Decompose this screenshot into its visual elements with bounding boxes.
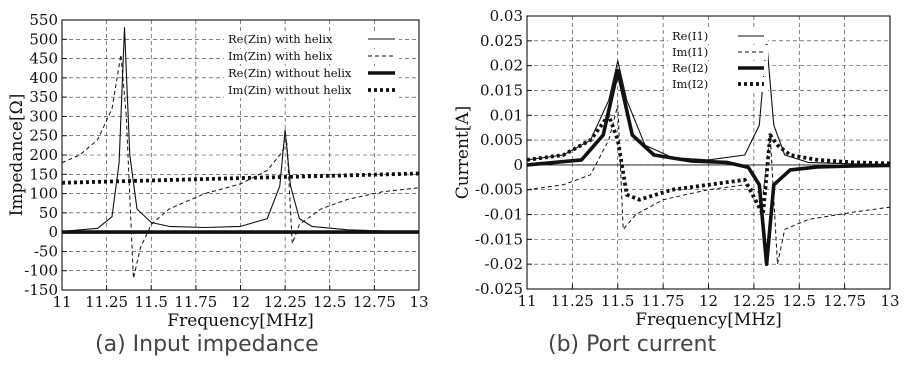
x-tick-label: 12.25	[732, 292, 775, 310]
legend-bg	[224, 83, 399, 98]
x-tick-label: 11.5	[135, 293, 168, 311]
y-axis-label: Current[A]	[453, 106, 473, 200]
x-tick-label: 11	[517, 292, 536, 310]
legend-label: Re(Zin) with helix	[228, 32, 333, 46]
y-tick-label: 0.01	[490, 106, 523, 124]
x-axis-label: Frequency[MHz]	[167, 311, 313, 331]
legend-label: Im(I1)	[672, 45, 708, 59]
y-tick-label: 450	[29, 50, 58, 68]
y-axis-label: Impedance[Ω]	[7, 94, 27, 217]
x-tick-label: 13	[409, 293, 428, 311]
x-axis-label: Frequency[MHz]	[635, 310, 781, 330]
x-tick-label: 12.75	[353, 293, 396, 311]
series-line-0	[62, 27, 419, 232]
x-tick-label: 12.75	[823, 292, 866, 310]
plot-frame	[61, 19, 420, 291]
y-tick-label: 350	[29, 88, 58, 106]
y-tick-label: -150	[24, 281, 58, 299]
y-tick-label: 150	[29, 165, 58, 183]
y-tick-label: 0.025	[480, 32, 523, 50]
x-tick-label: 11.25	[85, 293, 128, 311]
x-tick-label: 12.5	[783, 292, 816, 310]
caption-input-impedance: (a) Input impedance	[95, 332, 319, 357]
y-tick-label: 0.015	[480, 81, 523, 99]
chart-panel-b: 0.03 0.025 0.02 0.015 0.01 0.005 0 -0.005 -0.01 -…	[453, 7, 900, 330]
y-tick-label: 500	[29, 30, 58, 48]
series-line-3	[527, 113, 890, 217]
legend-label: Im(Zin) without helix	[228, 83, 352, 97]
y-tick-label: -0.025	[475, 280, 523, 298]
caption-port-current: (b) Port current	[548, 332, 717, 357]
x-tick-label: 13	[880, 292, 899, 310]
series-line-1	[62, 54, 419, 279]
legend-bg	[668, 77, 768, 92]
legend-bg	[224, 32, 399, 47]
y-tick-label: 250	[29, 127, 58, 145]
legend-label: Re(Zin) without helix	[228, 66, 352, 80]
x-tick-label: 12	[699, 292, 718, 310]
x-tick-label: 12.5	[313, 293, 346, 311]
y-tick-label: -0.01	[485, 206, 523, 224]
x-tick-label: 11.25	[551, 292, 594, 310]
plot-frame	[526, 15, 891, 290]
y-tick-label: -0.015	[475, 230, 523, 248]
x-tick-label: 11.75	[642, 292, 685, 310]
y-tick-label: 550	[29, 11, 58, 29]
y-tick-label: 0.02	[490, 57, 523, 75]
x-tick-label: 11.5	[601, 292, 634, 310]
x-tick-label: 11.75	[174, 293, 217, 311]
x-tick-label: 12.25	[264, 293, 307, 311]
legend-bg	[224, 49, 399, 64]
legend-label: Re(I1)	[672, 29, 708, 43]
y-tick-label: -100	[24, 262, 58, 280]
y-tick-label: 0.005	[480, 131, 523, 149]
y-tick-label: 400	[29, 69, 58, 87]
x-tick-label: 11	[52, 293, 71, 311]
series-line-1	[527, 104, 890, 265]
y-tick-label: -0.02	[485, 255, 523, 273]
legend-label: Im(I2)	[672, 77, 708, 91]
y-tick-label: 0	[513, 156, 523, 174]
legend-bg	[668, 29, 768, 44]
legend-label: Re(I2)	[672, 61, 708, 75]
x-tick-label: 12	[231, 293, 250, 311]
y-tick-label: 0.03	[490, 7, 523, 25]
legend-bg	[668, 61, 768, 76]
y-tick-label: 50	[39, 204, 58, 222]
legend-bg	[668, 45, 768, 60]
series-line-2	[527, 68, 890, 266]
y-tick-label: 300	[29, 107, 58, 125]
y-tick-label: -0.005	[475, 181, 523, 199]
y-tick-label: 100	[29, 185, 58, 203]
chart-panel-a: 550500450400350300250200150100500-50-100…	[7, 11, 429, 331]
legend-bg	[224, 66, 399, 81]
y-tick-label: -50	[34, 242, 58, 260]
y-tick-label: 0	[48, 223, 58, 241]
legend-label: Im(Zin) with helix	[228, 49, 333, 63]
y-tick-label: 200	[29, 146, 58, 164]
